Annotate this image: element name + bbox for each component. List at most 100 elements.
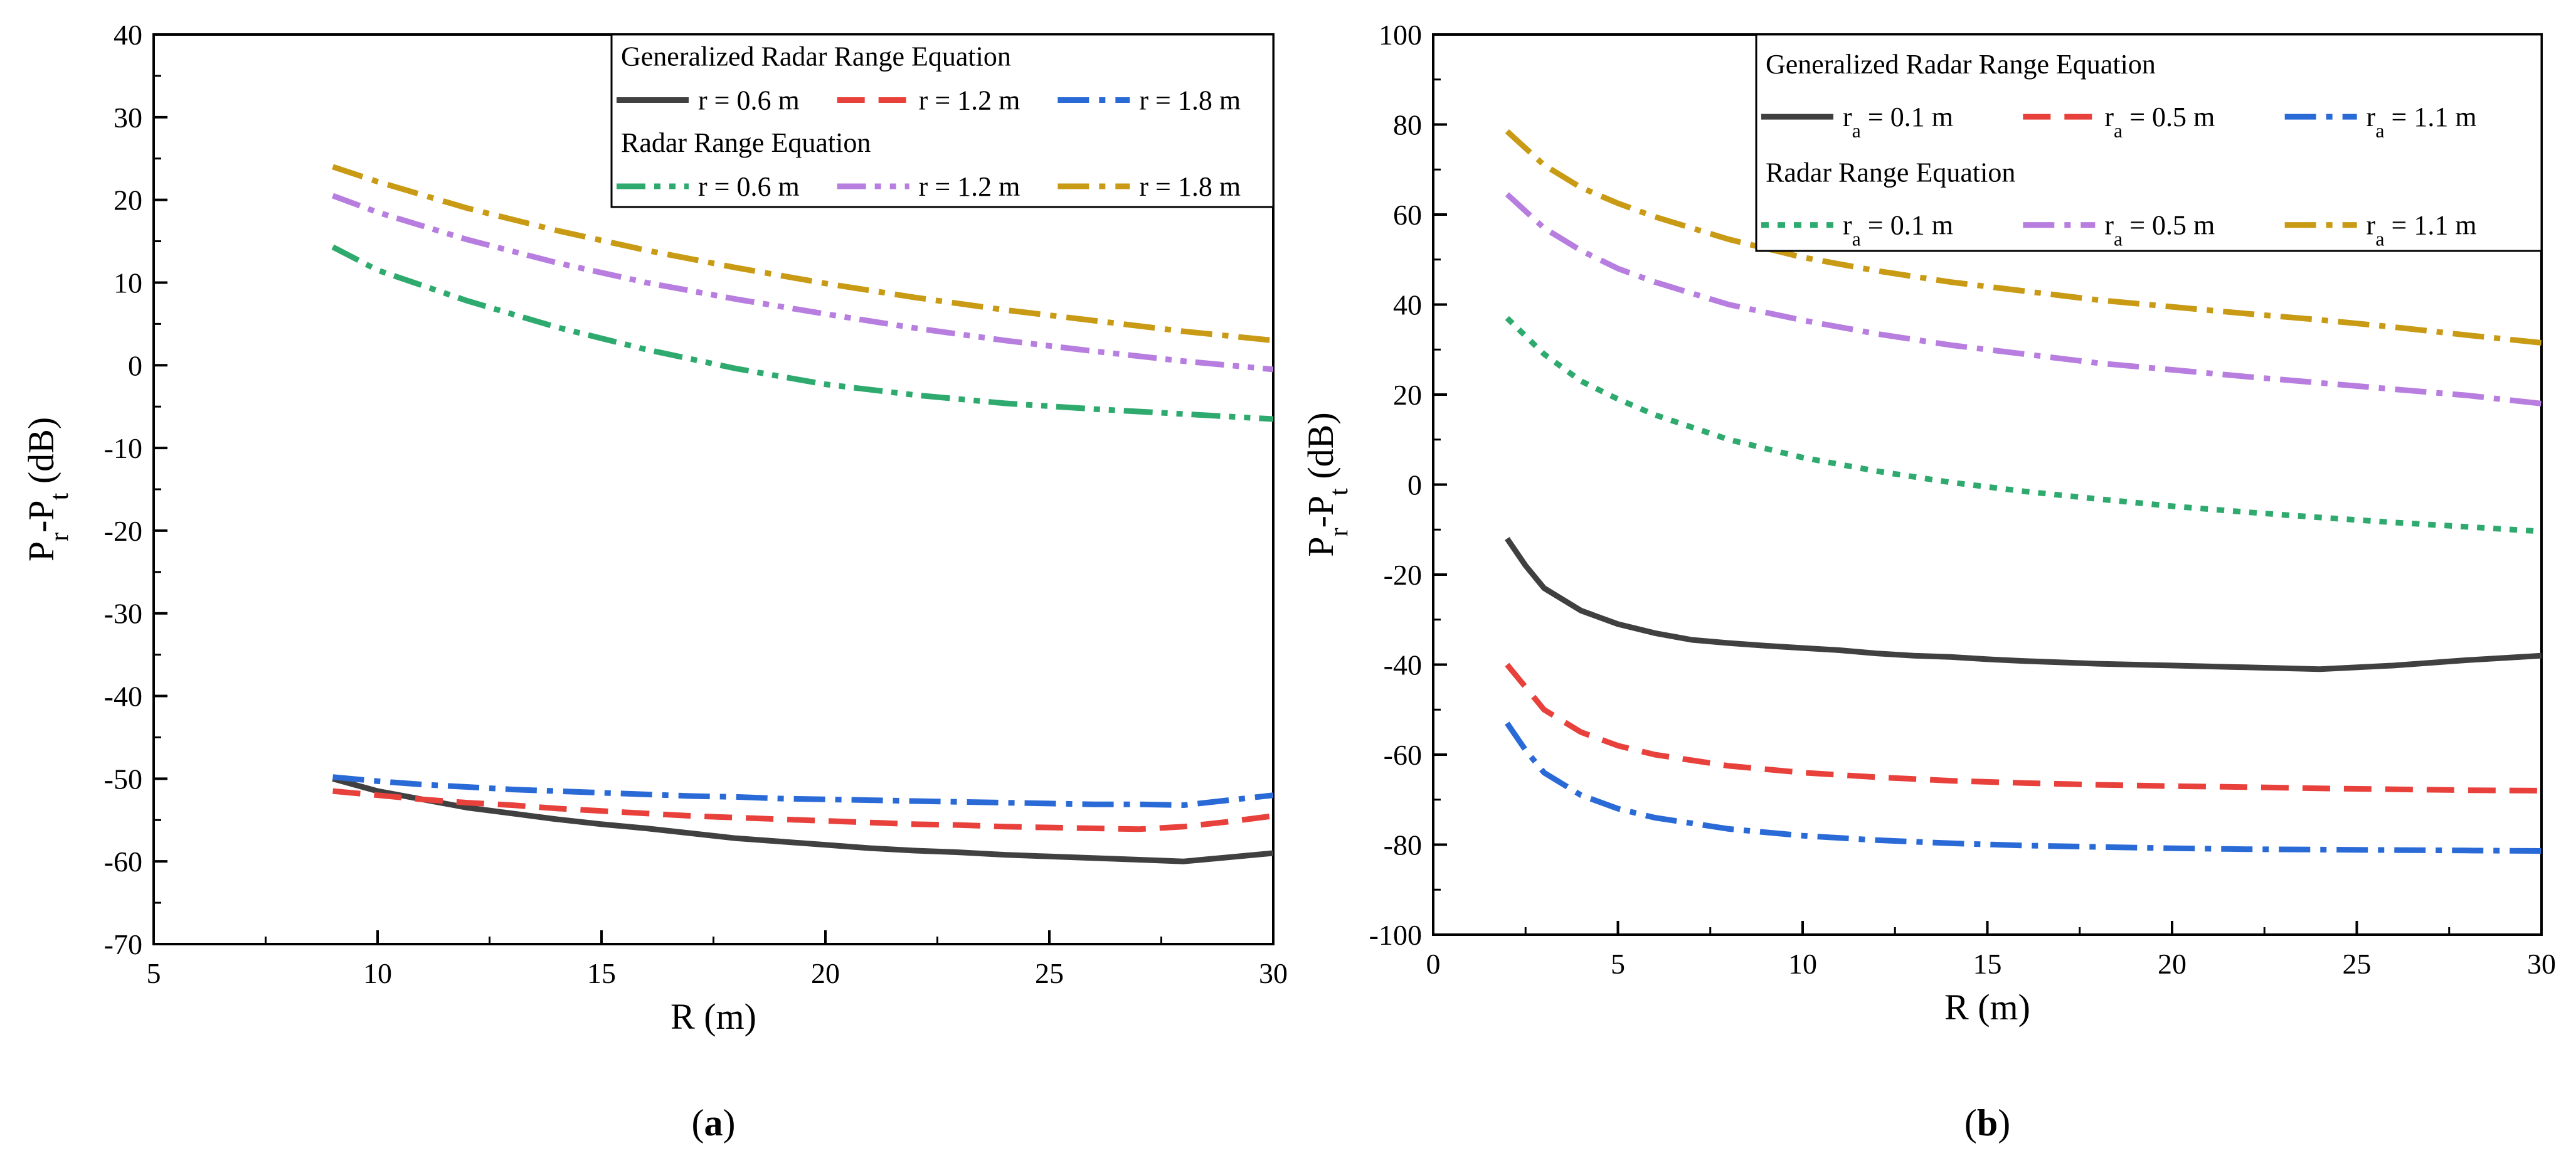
legend-param: r — [919, 85, 928, 116]
legend-entry-label: r = 1.8 m — [1139, 85, 1241, 116]
legend-eq: = — [1861, 210, 1890, 241]
series-line — [1505, 316, 2542, 534]
y-axis-title-part: P — [1300, 536, 1341, 556]
legend-value: 0.5 — [2152, 210, 2186, 241]
legend-entry-label: ra = 0.5 m — [2104, 210, 2215, 250]
legend-unit: m — [2186, 210, 2215, 241]
legend-param-subscript: a — [1852, 228, 1861, 250]
legend-param-subscript: a — [2375, 119, 2384, 142]
legend-eq: = — [708, 171, 737, 202]
legend-unit: m — [771, 171, 799, 202]
legend-param: r — [2104, 210, 2114, 241]
legend-unit: m — [992, 85, 1020, 116]
legend-entry-label: ra = 0.1 m — [1843, 210, 1953, 250]
legend-value: 1.1 — [2414, 102, 2448, 132]
legend-param-subscript: a — [2114, 228, 2123, 250]
legend-unit: m — [2448, 210, 2476, 241]
legend-unit: m — [1925, 210, 1953, 241]
y-tick-label: -40 — [1384, 649, 1422, 681]
chart-panel-b: 0 5 10 15 20 25 30 -100 -80 -60 -40 -20 0 20 40 60 80 100… — [1300, 19, 2556, 1144]
y-tick-label: 40 — [1393, 289, 1422, 321]
y-tick-label: 80 — [1393, 109, 1422, 141]
y-tick-label: 60 — [1393, 199, 1422, 231]
y-axis-title-subscript: t — [45, 492, 74, 500]
y-tick-label: 0 — [128, 349, 142, 381]
legend-param: r — [698, 85, 708, 116]
x-tick-label: 30 — [1259, 957, 1288, 989]
legend-value: 1.8 — [1178, 171, 1212, 202]
legend-unit: m — [2186, 102, 2215, 132]
legend-group-title: Generalized Radar Range Equation — [621, 41, 1011, 72]
legend-group-title: Generalized Radar Range Equation — [1766, 49, 2156, 80]
legend-value: 0.6 — [736, 85, 771, 116]
panel-label-paren: ) — [723, 1102, 736, 1144]
y-tick-label: 0 — [1407, 469, 1422, 501]
legend-value: 1.2 — [957, 85, 992, 116]
legend-eq: = — [1148, 85, 1178, 116]
series-line — [332, 774, 1273, 808]
series-line — [332, 193, 1273, 373]
y-tick-label: 100 — [1379, 19, 1422, 51]
legend-param: r — [919, 171, 928, 202]
y-tick-label: -60 — [104, 846, 142, 878]
y-axis-title-part: -P — [1300, 496, 1341, 528]
legend-value: 0.5 — [2152, 102, 2186, 132]
legend-param-subscript: a — [2375, 228, 2384, 250]
legend-group-title: Radar Range Equation — [621, 127, 871, 158]
y-axis-title-part: -P — [21, 500, 61, 533]
legend-param: r — [2104, 102, 2114, 132]
series-line — [1505, 537, 2542, 672]
legend-unit: m — [771, 85, 799, 116]
legend-value: 0.1 — [1890, 102, 1925, 132]
y-tick-label: -10 — [104, 432, 142, 464]
series-line — [331, 244, 1273, 422]
panel-label-paren: ) — [1998, 1102, 2010, 1144]
y-tick-label: 30 — [114, 102, 142, 134]
panel-label: (a) — [692, 1102, 736, 1144]
y-tick-label: -20 — [104, 515, 142, 547]
x-axis-title: R (m) — [671, 996, 756, 1037]
panel-label-paren: ( — [1964, 1102, 1977, 1144]
legend-value: 0.6 — [736, 171, 771, 202]
legend-param: r — [1139, 171, 1148, 202]
y-axis-title-subscript: t — [1325, 488, 1354, 496]
series-lines — [1505, 129, 2542, 854]
x-tick-label: 30 — [2527, 948, 2556, 980]
series-line — [332, 776, 1273, 864]
legend-box — [1755, 33, 2543, 252]
legend-value: 1.2 — [957, 171, 992, 202]
legend-param: r — [1139, 85, 1148, 116]
legend-param-subscript: a — [1852, 119, 1861, 142]
legend-eq: = — [928, 85, 957, 116]
y-tick-label: -80 — [1384, 829, 1422, 861]
y-axis-title: Pr-Pt (dB) — [21, 417, 74, 561]
x-tick-label: 15 — [587, 957, 616, 989]
legend-group-title: Radar Range Equation — [1766, 157, 2015, 188]
legend-box — [610, 33, 1275, 208]
legend-entry-label: ra = 1.1 m — [2367, 210, 2477, 250]
legend-param: r — [2367, 102, 2376, 132]
legend-value: 0.1 — [1890, 210, 1925, 241]
y-axis-title-part: (dB) — [21, 417, 61, 493]
y-tick-label: -30 — [104, 598, 142, 630]
panel-label-letter: b — [1977, 1102, 1998, 1144]
y-tick-label: 40 — [114, 19, 142, 51]
panel-label-paren: ( — [692, 1102, 704, 1144]
legend-value: 1.8 — [1178, 85, 1212, 116]
panel-label: (b) — [1964, 1102, 2010, 1144]
legend-eq: = — [2123, 102, 2152, 132]
legend-entry-label: r = 0.6 m — [698, 85, 800, 116]
legend-entry-label: r = 1.2 m — [919, 171, 1020, 202]
legend-entry-label: ra = 0.1 m — [1843, 102, 1953, 142]
y-tick-label: -100 — [1369, 919, 1422, 951]
series-line — [332, 788, 1273, 832]
legend-param-subscript: a — [2114, 119, 2123, 142]
legend-unit: m — [1212, 171, 1241, 202]
legend-eq: = — [2123, 210, 2152, 241]
legend-eq: = — [2385, 210, 2414, 241]
y-tick-label: -70 — [104, 928, 142, 960]
legend-entry-label: r = 1.8 m — [1139, 171, 1241, 202]
legend-eq: = — [2385, 102, 2414, 132]
